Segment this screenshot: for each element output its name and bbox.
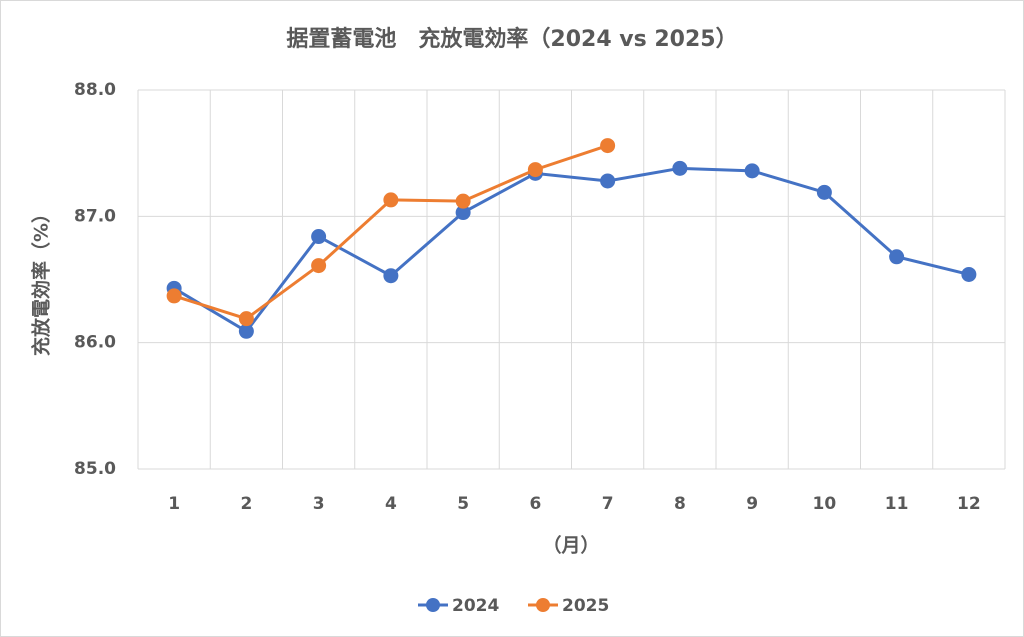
x-tick-label: 5 bbox=[457, 494, 469, 514]
x-tick-label: 2 bbox=[240, 494, 252, 514]
chart-title: 据置蓄電池 充放電効率（2024 vs 2025） bbox=[286, 26, 737, 52]
x-tick-label: 9 bbox=[746, 494, 758, 514]
data-point bbox=[744, 163, 760, 179]
x-tick-label: 4 bbox=[385, 494, 397, 514]
x-tick-label: 7 bbox=[602, 494, 614, 514]
series-line bbox=[173, 166, 970, 334]
x-tick-label: 3 bbox=[313, 494, 325, 514]
data-point bbox=[383, 192, 399, 208]
data-point bbox=[600, 173, 616, 189]
data-point bbox=[816, 184, 832, 200]
y-axis-label: 充放電効率（%） bbox=[30, 204, 53, 356]
data-point bbox=[311, 229, 327, 245]
legend-label: 2025 bbox=[562, 596, 609, 616]
y-tick-label: 88.0 bbox=[74, 80, 116, 100]
data-point bbox=[672, 160, 688, 176]
legend-label: 2024 bbox=[452, 596, 499, 616]
data-point bbox=[383, 268, 399, 284]
y-tick-label: 87.0 bbox=[74, 206, 116, 226]
data-point bbox=[238, 311, 254, 327]
legend-marker bbox=[536, 598, 550, 612]
legend-marker bbox=[426, 598, 440, 612]
data-point bbox=[455, 193, 471, 209]
x-tick-label: 8 bbox=[674, 494, 686, 514]
data-point bbox=[166, 288, 182, 304]
data-point bbox=[311, 258, 327, 274]
x-axis-label: （月） bbox=[542, 534, 599, 557]
x-tick-label: 10 bbox=[813, 494, 837, 514]
data-point bbox=[527, 162, 543, 178]
data-point bbox=[600, 138, 616, 154]
data-point bbox=[238, 323, 254, 339]
x-tick-label: 1 bbox=[168, 494, 180, 514]
data-point bbox=[455, 205, 471, 221]
x-tick-label: 12 bbox=[957, 494, 981, 514]
data-point bbox=[889, 249, 905, 265]
x-tick-label: 6 bbox=[529, 494, 541, 514]
data-point bbox=[961, 266, 977, 282]
x-tick-label: 11 bbox=[885, 494, 909, 514]
y-tick-label: 85.0 bbox=[74, 459, 116, 479]
y-tick-label: 86.0 bbox=[74, 333, 116, 353]
